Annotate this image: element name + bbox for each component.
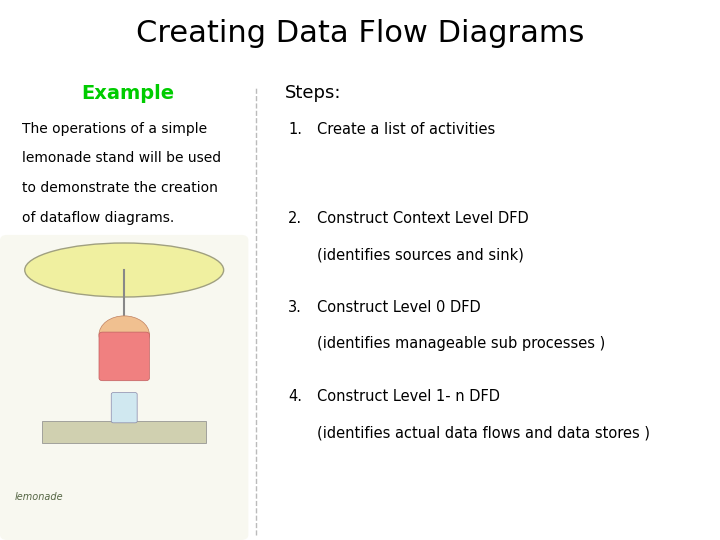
- Text: 1.: 1.: [288, 122, 302, 137]
- Text: 2.: 2.: [288, 211, 302, 226]
- Text: 4.: 4.: [288, 389, 302, 404]
- FancyBboxPatch shape: [99, 332, 150, 381]
- Circle shape: [99, 316, 150, 354]
- Text: 3.: 3.: [288, 300, 302, 315]
- Text: to demonstrate the creation: to demonstrate the creation: [22, 181, 217, 195]
- Text: (identifies sources and sink): (identifies sources and sink): [317, 247, 523, 262]
- Text: Construct Level 1- n DFD: Construct Level 1- n DFD: [317, 389, 500, 404]
- Text: The operations of a simple: The operations of a simple: [22, 122, 207, 136]
- Text: Construct Context Level DFD: Construct Context Level DFD: [317, 211, 528, 226]
- FancyBboxPatch shape: [0, 235, 248, 540]
- Text: Creating Data Flow Diagrams: Creating Data Flow Diagrams: [136, 19, 584, 48]
- Text: Example: Example: [81, 84, 174, 103]
- Text: lemonade stand will be used: lemonade stand will be used: [22, 151, 221, 165]
- Text: (identifies actual data flows and data stores ): (identifies actual data flows and data s…: [317, 426, 649, 441]
- Text: lemonade: lemonade: [14, 492, 63, 502]
- Ellipse shape: [24, 243, 224, 297]
- Text: (identifies manageable sub processes ): (identifies manageable sub processes ): [317, 336, 605, 352]
- FancyBboxPatch shape: [111, 393, 137, 423]
- Text: of dataflow diagrams.: of dataflow diagrams.: [22, 211, 174, 225]
- Text: Construct Level 0 DFD: Construct Level 0 DFD: [317, 300, 480, 315]
- Bar: [42, 421, 206, 443]
- Text: Steps:: Steps:: [284, 84, 341, 102]
- Text: Create a list of activities: Create a list of activities: [317, 122, 495, 137]
